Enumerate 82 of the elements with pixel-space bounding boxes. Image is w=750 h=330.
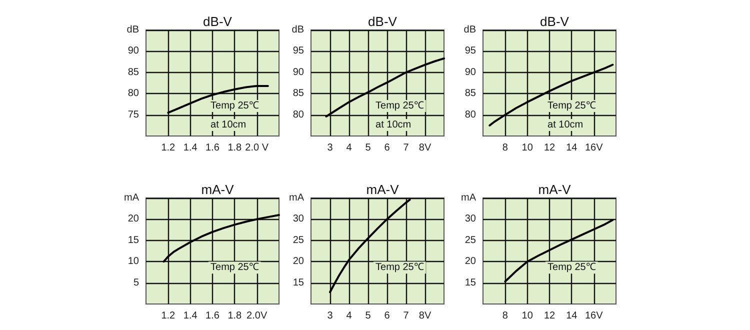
y-tick-label: 90: [292, 66, 304, 78]
y-tick-label: 30: [464, 214, 476, 225]
x-tick-label: 16V: [584, 142, 604, 154]
x-tick-label: 7: [403, 310, 410, 322]
x-tick-label: 8V: [418, 142, 432, 154]
annotation: at 10cm: [210, 120, 246, 131]
x-tick-label: 1.2: [161, 142, 176, 154]
x-tick-label: 1.6: [206, 310, 220, 322]
y-tick-label: 75: [128, 109, 140, 120]
y-tick-label: dB: [464, 24, 476, 36]
y-tick-label: mA: [124, 192, 140, 204]
x-tick-label: 16V: [584, 310, 604, 322]
x-tick-label: 5: [365, 142, 372, 154]
chart-title: dB-V: [540, 14, 570, 29]
annotation: at 10cm: [376, 120, 412, 131]
y-tick-label: 30: [292, 214, 304, 225]
x-tick-label: 6: [384, 142, 390, 154]
y-tick-label: 95: [464, 46, 476, 57]
x-tick-label: 10: [522, 142, 534, 154]
line-series: [488, 64, 614, 126]
x-tick-label: 12: [544, 310, 556, 322]
y-tick-label: 20: [464, 256, 476, 268]
y-tick-label: 5: [133, 277, 140, 288]
y-tick-label: mA: [461, 192, 476, 204]
y-tick-label: 10: [128, 256, 140, 268]
x-tick-label: 8: [502, 310, 508, 322]
x-tick-label: 1.4: [183, 142, 198, 154]
y-tick-label: dB: [126, 24, 140, 36]
line-series: [325, 57, 445, 118]
annotation: Temp 25℃: [376, 100, 424, 112]
y-tick-label: 15: [464, 277, 476, 288]
y-tick-label: 80: [464, 109, 476, 120]
chart-title: mA-V: [201, 182, 234, 197]
annotation: Temp 25℃: [548, 100, 596, 112]
chart-title: dB-V: [203, 14, 232, 29]
y-tick-label: 15: [128, 234, 140, 246]
x-tick-label: 3: [327, 142, 334, 154]
x-tick-label: 1.8: [228, 142, 242, 154]
line-series: [504, 219, 614, 283]
annotation: Temp 25℃: [210, 262, 259, 274]
x-tick-label: 1.8: [228, 310, 242, 322]
x-tick-label: 10: [522, 310, 534, 322]
x-tick-label: 14: [566, 142, 578, 154]
chart-title: dB-V: [368, 14, 398, 29]
x-tick-label: 4: [346, 142, 352, 154]
x-tick-label: 12: [544, 142, 556, 154]
y-tick-label: 85: [464, 88, 476, 100]
annotation: Temp 25℃: [376, 262, 424, 274]
x-tick-label: 8V: [418, 310, 432, 322]
x-tick-label: 1.6: [206, 142, 220, 154]
x-tick-label: 3: [327, 310, 334, 322]
y-tick-label: 20: [128, 214, 140, 225]
x-tick-label: 5: [365, 310, 372, 322]
y-tick-label: 15: [292, 277, 304, 288]
annotation: Temp 25℃: [210, 100, 259, 112]
x-tick-label: 1.2: [161, 310, 176, 322]
annotation: at 10cm: [548, 120, 584, 131]
x-tick-label: 14: [566, 310, 578, 322]
y-tick-label: 90: [464, 66, 476, 78]
y-tick-label: 85: [128, 66, 140, 78]
y-tick-label: 20: [292, 256, 304, 268]
y-tick-label: 25: [464, 234, 476, 246]
annotation: Temp 25℃: [548, 262, 596, 274]
x-tick-label: 2.0 V: [245, 142, 269, 154]
y-tick-label: 95: [292, 46, 304, 57]
y-tick-label: 90: [128, 46, 140, 57]
y-tick-label: mA: [289, 192, 304, 204]
x-tick-label: 2.0V: [246, 310, 268, 322]
y-tick-label: 80: [292, 109, 304, 120]
chart-title: mA-V: [538, 182, 572, 197]
y-tick-label: 25: [292, 234, 304, 246]
x-tick-label: 6: [384, 310, 390, 322]
x-tick-label: 8: [502, 142, 508, 154]
y-tick-label: dB: [292, 24, 304, 36]
chart-title: mA-V: [366, 182, 400, 197]
x-tick-label: 4: [346, 310, 352, 322]
y-tick-label: 85: [292, 88, 304, 100]
x-tick-label: 1.4: [183, 310, 198, 322]
y-tick-label: 80: [128, 88, 140, 100]
x-tick-label: 7: [403, 142, 410, 154]
line-series: [167, 84, 269, 114]
line-series: [162, 214, 280, 263]
